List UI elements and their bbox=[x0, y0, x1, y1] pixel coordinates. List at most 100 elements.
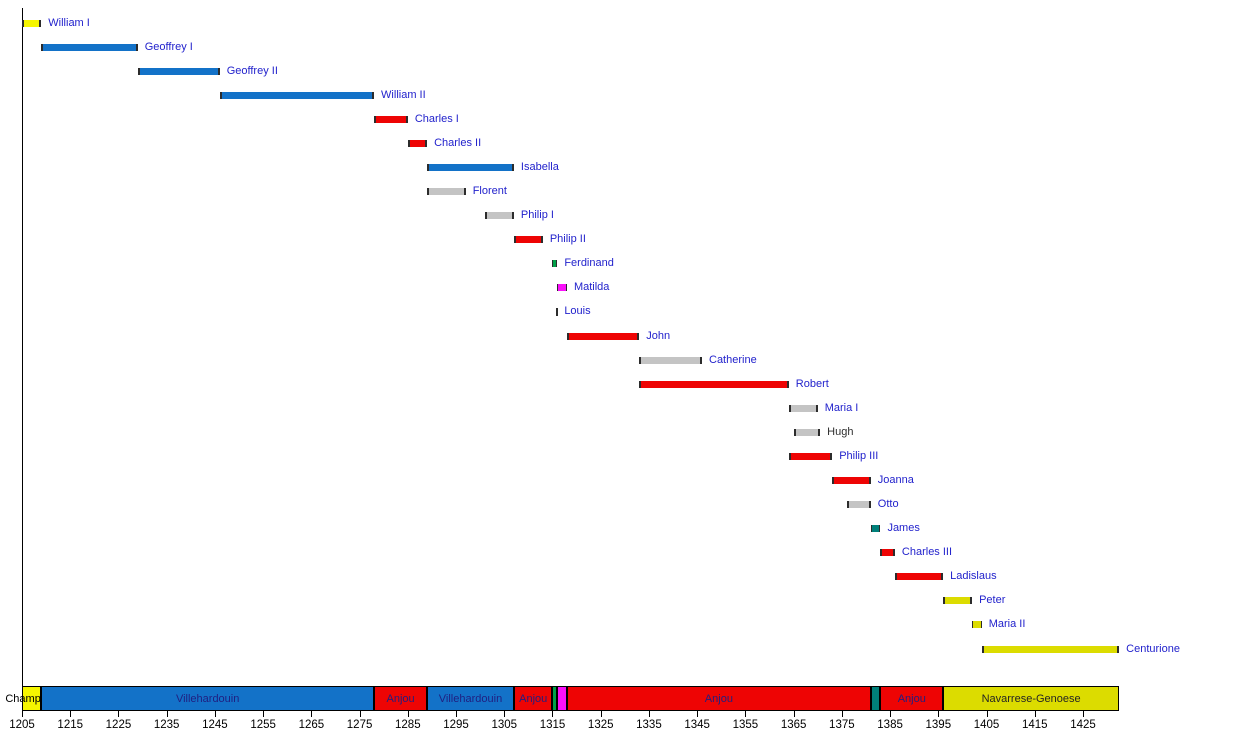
reign-bar-label: Philip I bbox=[520, 209, 554, 222]
reign-bar bbox=[832, 476, 871, 484]
reign-bar bbox=[427, 163, 514, 171]
reign-bar bbox=[788, 452, 833, 460]
reign-bar-label: Charles III bbox=[901, 546, 953, 559]
dynasty-segment-label: Villehardouin bbox=[175, 692, 240, 705]
dynasty-segment: Anjou bbox=[374, 686, 428, 711]
x-axis-tick-label: 1355 bbox=[732, 719, 759, 731]
x-axis-tick-label: 1285 bbox=[395, 719, 421, 731]
reign-bar-label: Ferdinand bbox=[564, 257, 614, 270]
reign-bar bbox=[484, 212, 514, 220]
reign-bar-label: Hugh bbox=[827, 425, 854, 438]
reign-bar-label: Robert bbox=[795, 377, 829, 390]
dynasty-segment bbox=[870, 686, 881, 711]
reign-bar bbox=[427, 188, 466, 196]
x-axis-tick-label: 1305 bbox=[491, 719, 518, 731]
reign-bar-label: Peter bbox=[979, 594, 1006, 607]
x-axis-tick-label: 1385 bbox=[877, 719, 903, 731]
reign-bar bbox=[22, 19, 42, 27]
y-axis-line bbox=[22, 8, 23, 711]
reign-bar bbox=[557, 284, 567, 292]
reign-bar-label: Catherine bbox=[709, 353, 757, 366]
x-axis-tick bbox=[745, 711, 747, 717]
dynasty-segment: Villehardouin bbox=[427, 686, 514, 711]
dynasty-segment: Anjou bbox=[566, 686, 871, 711]
reign-bar-label: Philip III bbox=[839, 449, 879, 462]
reign-bar bbox=[639, 380, 789, 388]
reign-bar-label: Centurione bbox=[1126, 642, 1180, 655]
reign-bar-label: Geoffrey II bbox=[226, 64, 278, 77]
x-axis-tick bbox=[1034, 711, 1036, 717]
reign-bar-label: Joanna bbox=[877, 473, 914, 486]
reign-bar bbox=[137, 67, 220, 75]
dynasty-segment bbox=[557, 686, 567, 711]
reign-bar-label: Charles II bbox=[434, 136, 482, 149]
dynasty-segment: Navarrese-Genoese bbox=[943, 686, 1120, 711]
x-axis-tick bbox=[311, 711, 313, 717]
x-axis-tick bbox=[841, 711, 843, 717]
reign-bar bbox=[894, 573, 944, 581]
dynasty-segment: Villehardouin bbox=[41, 686, 375, 711]
x-axis-tick bbox=[456, 711, 458, 717]
x-axis-tick-label: 1395 bbox=[925, 719, 952, 731]
x-axis-tick bbox=[890, 711, 892, 717]
reign-bar bbox=[407, 139, 428, 147]
reign-bar-label: James bbox=[887, 522, 920, 535]
reign-bar bbox=[846, 501, 871, 509]
x-axis-tick bbox=[214, 711, 216, 717]
x-axis-tick-label: 1345 bbox=[684, 719, 710, 731]
dynasty-segment-label: Navarrese-Genoese bbox=[981, 692, 1081, 705]
reign-bar bbox=[552, 260, 558, 268]
reign-bar-label: Charles I bbox=[414, 112, 459, 125]
reign-bar-label: Louis bbox=[564, 305, 591, 318]
x-axis-tick bbox=[22, 711, 23, 717]
reign-bar-label: Matilda bbox=[573, 281, 610, 294]
reign-bar-label: Maria I bbox=[824, 401, 859, 414]
reign-bar-label: Ladislaus bbox=[950, 570, 997, 583]
x-axis-tick-label: 1235 bbox=[153, 719, 180, 731]
x-axis-tick-label: 1365 bbox=[780, 719, 807, 731]
dynasty-segment-label: Anjou bbox=[897, 692, 926, 705]
x-axis-tick bbox=[504, 711, 506, 717]
x-axis-tick bbox=[648, 711, 650, 717]
reign-bar bbox=[41, 43, 138, 51]
reign-bar bbox=[513, 236, 543, 244]
dynasty-segment: Anjou bbox=[880, 686, 944, 711]
x-axis-tick-label: 1315 bbox=[539, 719, 566, 731]
x-axis-tick-label: 1245 bbox=[202, 719, 228, 731]
dynasty-segment bbox=[552, 686, 558, 711]
x-axis-tick bbox=[986, 711, 988, 717]
dynasty-segment-label: Anjou bbox=[704, 692, 733, 705]
x-axis-tick-label: 1225 bbox=[105, 719, 132, 731]
x-axis-tick-label: 1255 bbox=[250, 719, 276, 731]
reign-bar bbox=[793, 428, 821, 436]
reign-bar bbox=[870, 525, 881, 533]
reign-bar-point bbox=[556, 307, 559, 316]
reign-bar bbox=[374, 115, 408, 123]
reign-bar-label: William II bbox=[381, 88, 426, 101]
x-axis-tick bbox=[938, 711, 940, 717]
reign-bar bbox=[566, 332, 640, 340]
x-axis-tick bbox=[166, 711, 168, 717]
x-axis-tick bbox=[359, 711, 361, 717]
x-axis-tick-label: 1275 bbox=[346, 719, 373, 731]
dynasty-segment: Champlitte bbox=[5, 686, 58, 711]
reign-bar bbox=[943, 597, 973, 605]
x-axis-tick bbox=[263, 711, 265, 717]
dynasty-segment-label: Anjou bbox=[386, 692, 415, 705]
x-axis-tick-label: 1375 bbox=[829, 719, 855, 731]
x-axis-tick bbox=[118, 711, 120, 717]
x-axis-tick bbox=[1082, 711, 1084, 717]
x-axis-tick-label: 1295 bbox=[443, 719, 469, 731]
x-axis-tick-label: 1325 bbox=[587, 719, 614, 731]
reign-bar bbox=[880, 549, 895, 557]
x-axis-tick-label: 1205 bbox=[9, 719, 35, 731]
x-axis-tick bbox=[70, 711, 72, 717]
reign-bar-label: John bbox=[646, 329, 671, 342]
x-axis-tick-label: 1215 bbox=[57, 719, 84, 731]
reign-bar-label: Florent bbox=[472, 185, 507, 198]
x-axis-tick bbox=[552, 711, 554, 717]
x-axis-tick-label: 1335 bbox=[636, 719, 662, 731]
x-axis-tick-label: 1265 bbox=[298, 719, 325, 731]
reign-bar-label: Philip II bbox=[549, 233, 586, 246]
